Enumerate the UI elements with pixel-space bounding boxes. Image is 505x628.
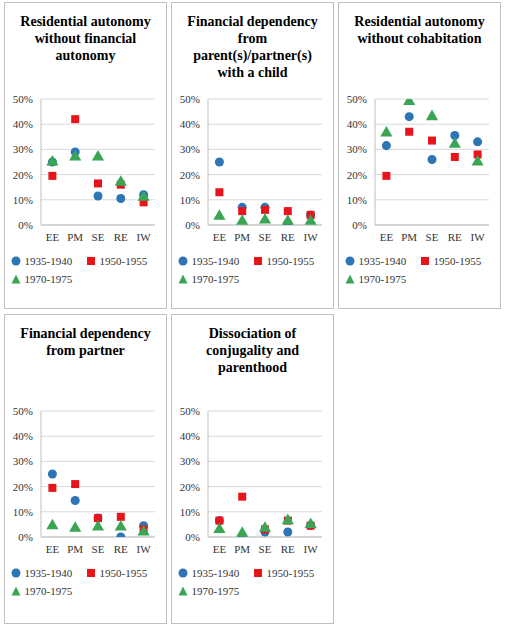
svg-text:RE: RE [281, 543, 295, 555]
svg-text:10%: 10% [347, 194, 367, 206]
svg-text:0%: 0% [185, 219, 200, 231]
html-text:1935-1940: 1935-1940 [24, 255, 73, 267]
svg-text:20%: 20% [347, 169, 367, 181]
svg-text:10%: 10% [180, 194, 200, 206]
svg-text:IW: IW [137, 231, 152, 243]
svg-text:20%: 20% [180, 169, 200, 181]
svg-text:0%: 0% [18, 219, 33, 231]
svg-text:PM: PM [67, 231, 83, 243]
html-text:Dissociation of conjugality an: Dissociation of conjugality and parentho… [206, 326, 299, 375]
svg-text:10%: 10% [180, 506, 200, 518]
html-text:1970-1975: 1970-1975 [24, 585, 73, 597]
svg-text:50%: 50% [180, 405, 200, 417]
html-text:1950-1955: 1950-1955 [266, 255, 315, 267]
svg-text:0%: 0% [18, 531, 33, 543]
svg-text:EE: EE [46, 543, 60, 555]
svg-text:30%: 30% [13, 143, 33, 155]
svg-text:EE: EE [213, 231, 227, 243]
svg-text:RE: RE [448, 231, 462, 243]
svg-text:30%: 30% [347, 143, 367, 155]
svg-text:PM: PM [401, 231, 417, 243]
svg-text:30%: 30% [180, 455, 200, 467]
svg-text:RE: RE [281, 231, 295, 243]
svg-text:20%: 20% [180, 481, 200, 493]
svg-text:EE: EE [213, 543, 227, 555]
html-text:1935-1940: 1935-1940 [24, 567, 73, 579]
svg-text:40%: 40% [13, 118, 33, 130]
svg-text:20%: 20% [13, 169, 33, 181]
svg-text:50%: 50% [13, 405, 33, 417]
svg-text:50%: 50% [13, 93, 33, 105]
html-text:Residential autonomy without c: Residential autonomy without cohabitatio… [354, 14, 485, 46]
svg-text:SE: SE [92, 543, 105, 555]
svg-text:10%: 10% [13, 194, 33, 206]
html-text:1935-1940: 1935-1940 [191, 567, 240, 579]
svg-text:IW: IW [304, 543, 319, 555]
svg-text:SE: SE [426, 231, 439, 243]
html-text:Financial dependency from part: Financial dependency from partner [20, 326, 151, 358]
html-text:1950-1955: 1950-1955 [99, 255, 148, 267]
svg-text:EE: EE [46, 231, 60, 243]
svg-text:RE: RE [114, 543, 128, 555]
html-text:1950-1955: 1950-1955 [433, 255, 482, 267]
svg-text:PM: PM [234, 231, 250, 243]
svg-text:IW: IW [304, 231, 319, 243]
html-text:1970-1975: 1970-1975 [358, 273, 407, 285]
svg-text:30%: 30% [180, 143, 200, 155]
svg-text:50%: 50% [180, 93, 200, 105]
svg-text:PM: PM [234, 543, 250, 555]
svg-text:40%: 40% [347, 118, 367, 130]
svg-text:40%: 40% [180, 430, 200, 442]
html-text:1950-1955: 1950-1955 [99, 567, 148, 579]
html-text:Financial dependency from pare: Financial dependency from parent(s)/part… [187, 14, 318, 80]
svg-text:PM: PM [67, 543, 83, 555]
svg-text:SE: SE [259, 543, 272, 555]
svg-text:50%: 50% [347, 93, 367, 105]
svg-text:40%: 40% [13, 430, 33, 442]
html-text:1970-1975: 1970-1975 [191, 273, 240, 285]
svg-text:SE: SE [92, 231, 105, 243]
html-text:1935-1940: 1935-1940 [358, 255, 407, 267]
html-text:1950-1955: 1950-1955 [266, 567, 315, 579]
svg-text:10%: 10% [13, 506, 33, 518]
svg-text:30%: 30% [13, 455, 33, 467]
html-text:1935-1940: 1935-1940 [191, 255, 240, 267]
svg-text:RE: RE [114, 231, 128, 243]
svg-text:20%: 20% [13, 481, 33, 493]
html-text:Residential autonomy without f: Residential autonomy without financial a… [20, 14, 151, 63]
svg-text:IW: IW [471, 231, 486, 243]
svg-text:IW: IW [137, 543, 152, 555]
svg-text:0%: 0% [185, 531, 200, 543]
svg-text:SE: SE [259, 231, 272, 243]
html-text:1970-1975: 1970-1975 [24, 273, 73, 285]
svg-text:40%: 40% [180, 118, 200, 130]
html-text:1970-1975: 1970-1975 [191, 585, 240, 597]
svg-text:0%: 0% [352, 219, 367, 231]
svg-text:EE: EE [380, 231, 394, 243]
